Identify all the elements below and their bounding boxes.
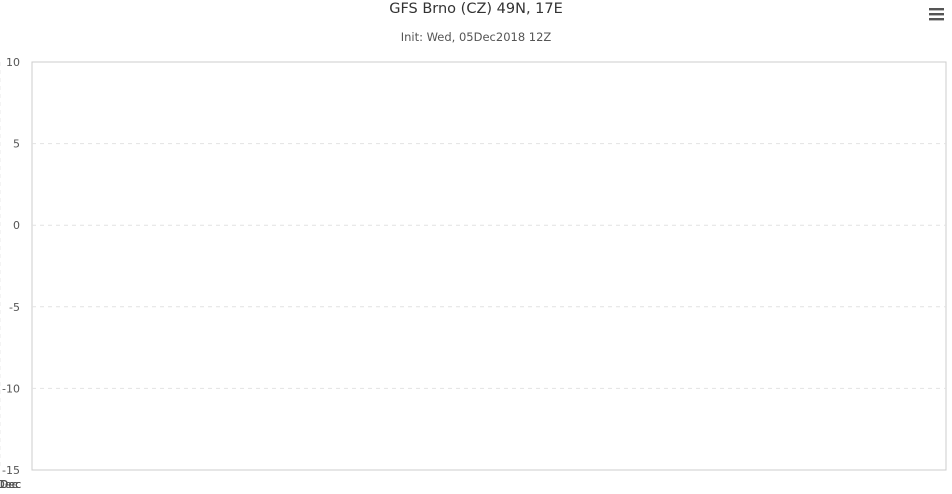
y-tick-label: 0 <box>13 219 20 232</box>
x-tick-label: 6. Dec <box>0 478 18 491</box>
y-tick-label: 10 <box>6 56 20 69</box>
y-tick-label: -10 <box>2 382 20 395</box>
plot-border <box>31 61 947 471</box>
x-tick-label: 14. Dec <box>0 478 21 491</box>
x-tick-label: 8. Dec <box>0 478 18 491</box>
y-tick-label: -5 <box>9 301 20 314</box>
x-tick-label: 16. Dec <box>0 478 21 491</box>
x-tick-label: 10. Dec <box>0 478 21 491</box>
y-tick-label: -15 <box>2 464 20 477</box>
x-tick-label: 20. Dec <box>0 478 21 491</box>
grid <box>0 61 947 471</box>
chart-subtitle: Init: Wed, 05Dec2018 12Z <box>400 30 552 44</box>
y-tick-label: 5 <box>13 138 20 151</box>
x-tick-label: 12. Dec <box>0 478 21 491</box>
axis-labels: 10 5 0 -5 -10 -156. Dec8. Dec10. Dec12. Dec14… <box>0 56 21 491</box>
x-tick-label: 18. Dec <box>0 478 21 491</box>
hamburger-menu-icon[interactable] <box>926 4 948 24</box>
chart-title: GFS Brno (CZ) 49N, 17E <box>389 1 563 17</box>
